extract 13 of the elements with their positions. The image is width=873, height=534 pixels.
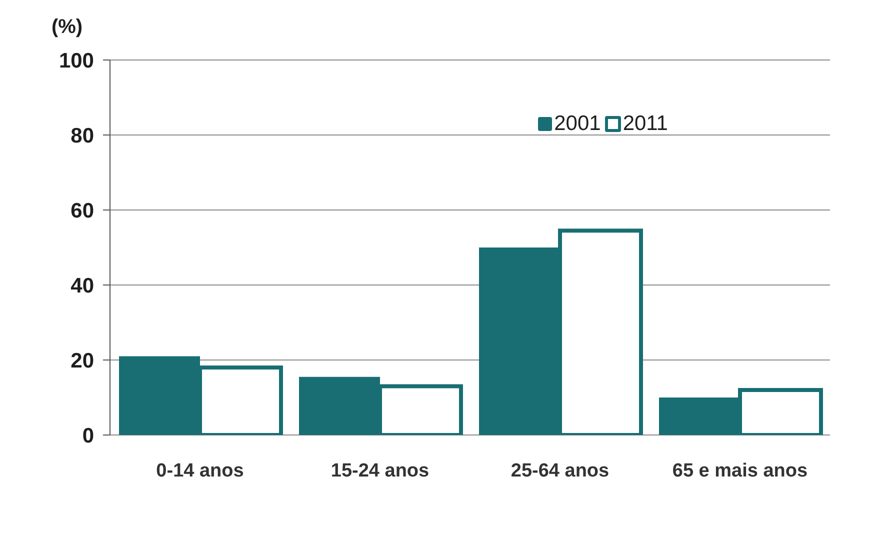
x-tick-label: 25-64 anos xyxy=(510,460,610,482)
y-tick-label: 0 xyxy=(82,424,94,448)
y-tick-label: 100 xyxy=(58,49,94,72)
x-tick-label: 0-14 anos xyxy=(156,460,244,482)
y-tick-label: 20 xyxy=(70,349,94,372)
legend-label: 2001 xyxy=(554,112,601,136)
y-tick-label: 60 xyxy=(70,199,94,222)
y-axis-title: (%) xyxy=(51,16,83,38)
y-tick-label: 40 xyxy=(70,274,94,298)
x-tick-label: 15-24 anos xyxy=(330,460,430,482)
y-tick-label: 80 xyxy=(70,124,94,148)
x-tick-label: 65 e mais anos xyxy=(672,460,808,482)
legend-label: 2011 xyxy=(622,112,668,136)
